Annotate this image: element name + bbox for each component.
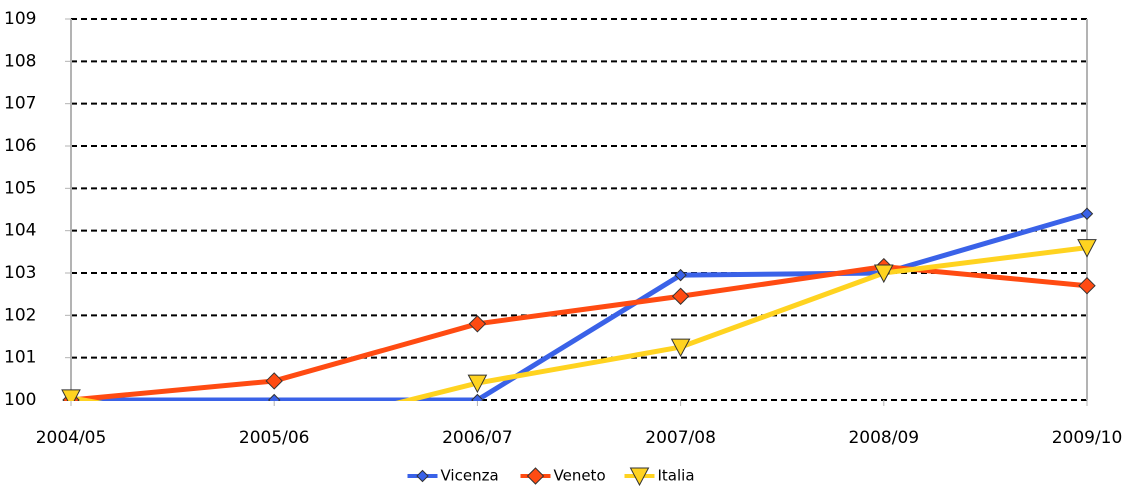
y-tick-label: 102 [4, 305, 36, 325]
legend-label: Italia [658, 467, 695, 485]
point [1080, 207, 1094, 220]
y-tick-label: 100 [4, 390, 36, 410]
y-tick-label: 101 [4, 348, 36, 368]
point [1078, 276, 1096, 295]
series-line [71, 211, 1088, 401]
point [674, 268, 687, 282]
legend-marker [526, 467, 545, 485]
point [1077, 239, 1097, 258]
point [670, 338, 691, 358]
x-tick-label: 2007/08 [645, 428, 716, 448]
point [471, 393, 484, 401]
y-tick-label: 108 [4, 51, 36, 71]
legend-marker [629, 467, 650, 486]
plot-area [61, 207, 1097, 401]
y-tick-label: 105 [4, 178, 36, 198]
legend-marker [416, 469, 429, 483]
point [467, 374, 488, 394]
x-tick-label: 2004/05 [36, 428, 107, 448]
x-tick-label: 2005/06 [239, 428, 310, 448]
y-tick-label: 106 [4, 136, 36, 156]
point [267, 393, 281, 401]
point [61, 389, 81, 401]
x-tick-label: 2009/10 [1052, 428, 1123, 448]
y-tick-label: 103 [4, 263, 36, 283]
series-line [70, 264, 1088, 401]
y-tick-label: 109 [4, 9, 36, 29]
x-tick-label: 2006/07 [442, 428, 513, 448]
point [265, 372, 283, 390]
series-line [70, 245, 1088, 401]
legend-label: Veneto [554, 467, 606, 485]
y-tick-label: 104 [4, 221, 36, 241]
point [671, 287, 690, 305]
legend: Vicenza Veneto Italia [407, 467, 695, 486]
x-tick-label: 2008/09 [848, 428, 919, 448]
point [468, 315, 487, 333]
grid [65, 18, 1088, 406]
legend-label: Vicenza [441, 467, 499, 485]
point [873, 264, 894, 284]
labels: 100 101 102 103 104 105 106 107 108 109 2004/05 200… [4, 9, 1122, 448]
y-tick-label: 107 [4, 94, 36, 114]
